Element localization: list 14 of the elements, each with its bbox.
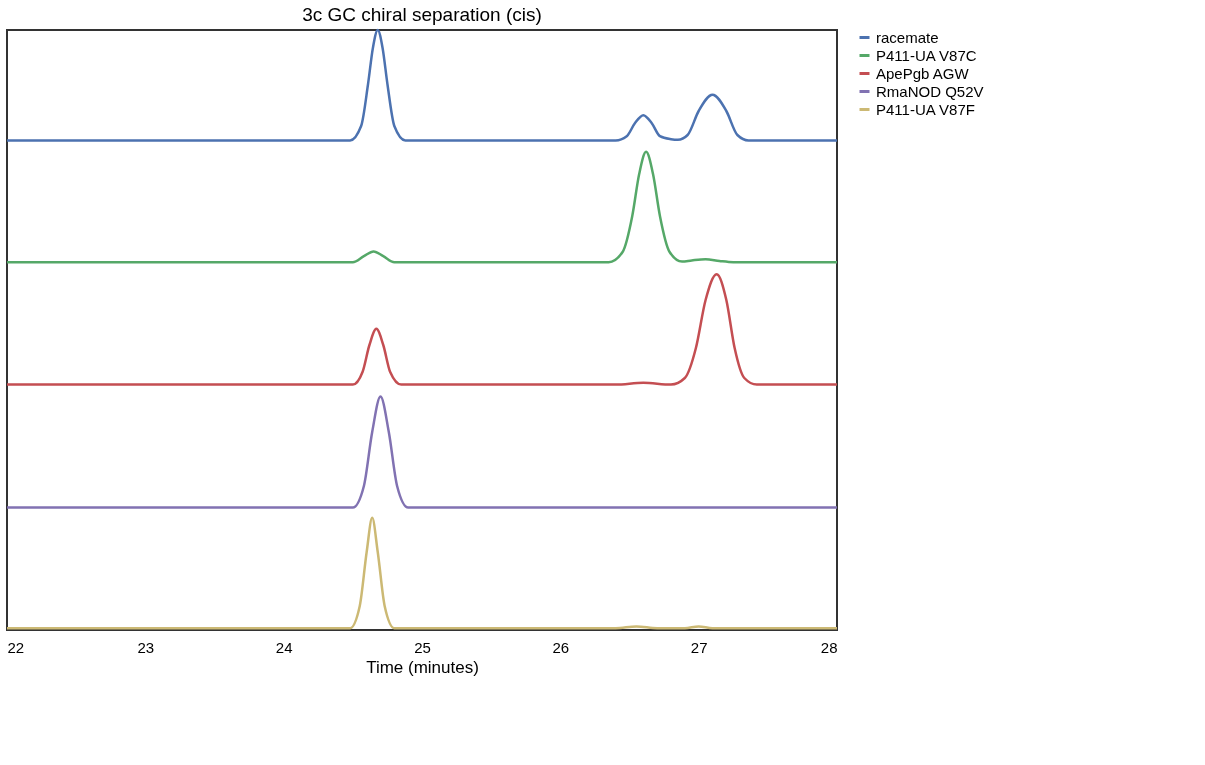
x-axis-title: Time (minutes) — [366, 657, 479, 677]
legend-label: ApePgb AGW — [876, 64, 970, 82]
legend-label: P411-UA V87F — [876, 100, 975, 118]
x-tick-label: 25 — [414, 638, 431, 656]
x-tick-label: 27 — [690, 638, 708, 656]
x-tick-label: 24 — [275, 638, 293, 656]
legend-label: RmaNOD Q52V — [876, 82, 984, 100]
legend-label: P411-UA V87C — [876, 46, 977, 64]
x-tick-label: 23 — [137, 638, 155, 656]
x-tick-label: 26 — [552, 638, 570, 656]
x-tick-label: 22 — [7, 638, 25, 656]
chart-title: 3c GC chiral separation (cis) — [302, 3, 542, 25]
x-tick-label: 28 — [820, 638, 838, 656]
legend-label: racemate — [876, 28, 939, 46]
